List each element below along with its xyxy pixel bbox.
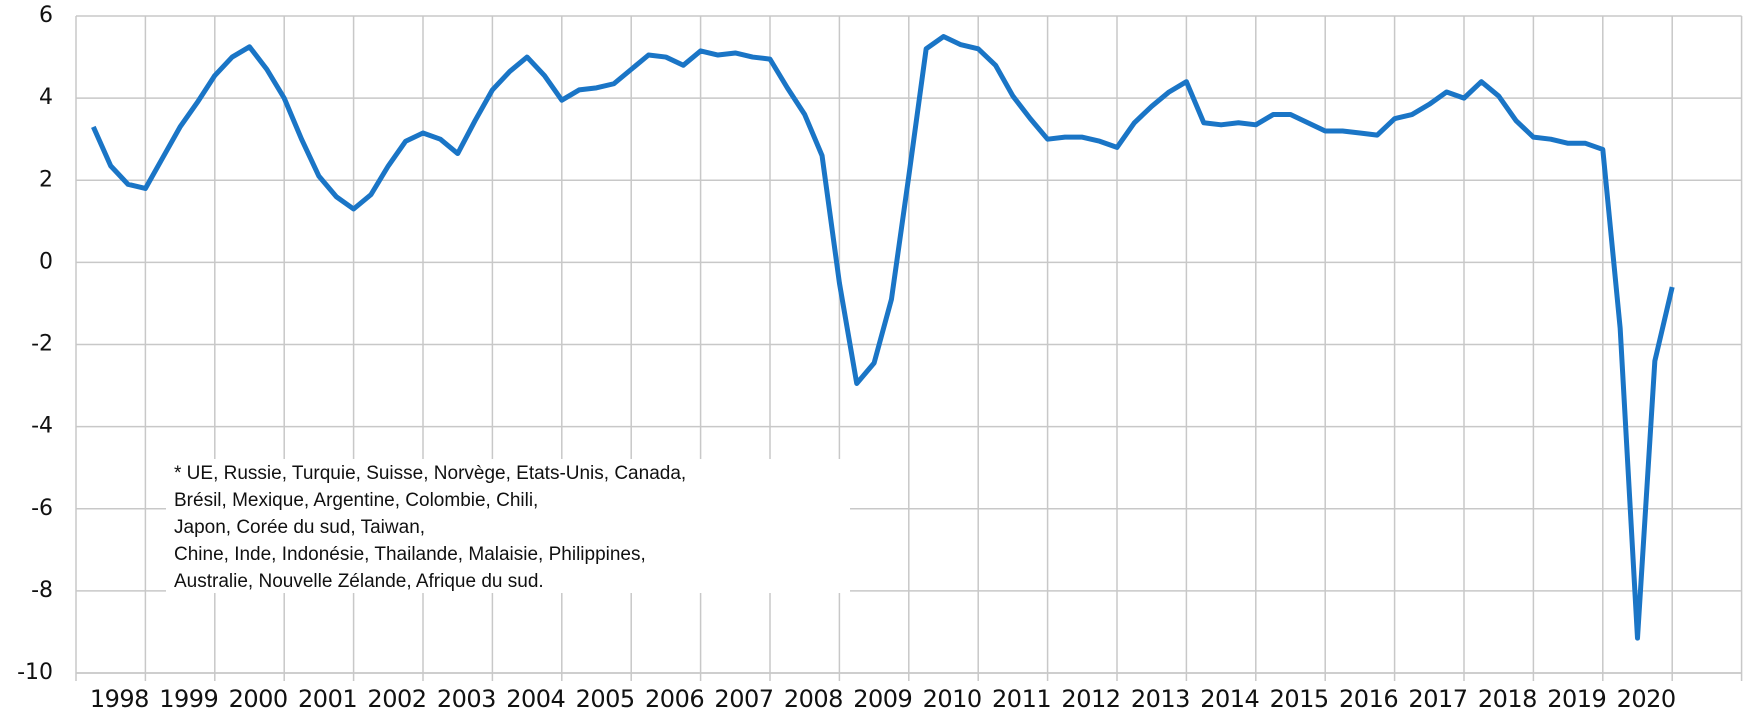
x-tick-label: 2002	[367, 685, 426, 711]
x-tick-label: 2015	[1270, 685, 1329, 711]
x-tick-label: 2005	[576, 685, 635, 711]
y-tick-label: 2	[39, 167, 53, 192]
note-line: Chine, Inde, Indonésie, Thailande, Malai…	[174, 544, 646, 565]
x-tick-label: 2013	[1131, 685, 1190, 711]
x-tick-label: 2011	[992, 685, 1051, 711]
x-tick-label: 2010	[923, 685, 982, 711]
x-tick-label: 2007	[714, 685, 773, 711]
note-box	[166, 459, 850, 593]
x-tick-label: 2018	[1478, 685, 1537, 711]
y-tick-label: -6	[31, 496, 53, 521]
x-tick-label: 1999	[159, 685, 218, 711]
y-tick-label: -8	[31, 578, 53, 603]
data-line	[91, 34, 1675, 641]
x-tick-label: 2001	[298, 685, 357, 711]
x-tick-label: 2020	[1617, 685, 1676, 711]
x-tick-label: 2019	[1547, 685, 1606, 711]
x-tick-label: 2016	[1339, 685, 1398, 711]
y-tick-label: -10	[17, 660, 53, 685]
note-line: * UE, Russie, Turquie, Suisse, Norvège, …	[174, 463, 686, 484]
x-tick-label: 2006	[645, 685, 704, 711]
y-tick-label: 6	[39, 3, 53, 28]
x-tick-label: 2012	[1061, 685, 1120, 711]
y-tick-label: 0	[39, 249, 53, 274]
note-line: Australie, Nouvelle Zélande, Afrique du …	[174, 571, 544, 592]
x-tick-label: 1998	[90, 685, 149, 711]
x-tick-label: 2004	[506, 685, 565, 711]
x-tick-label: 2014	[1200, 685, 1259, 711]
x-tick-label: 2017	[1408, 685, 1467, 711]
x-tick-label: 2008	[784, 685, 843, 711]
y-tick-label: -4	[31, 414, 53, 439]
note-line: Japon, Corée du sud, Taiwan,	[174, 517, 425, 538]
y-tick-label: -2	[31, 332, 53, 357]
note-line: Brésil, Mexique, Argentine, Colombie, Ch…	[174, 490, 538, 511]
x-tick-label: 2009	[853, 685, 912, 711]
x-tick-label: 2003	[437, 685, 496, 711]
y-tick-label: 4	[39, 85, 53, 110]
x-tick-label: 2000	[229, 685, 288, 711]
